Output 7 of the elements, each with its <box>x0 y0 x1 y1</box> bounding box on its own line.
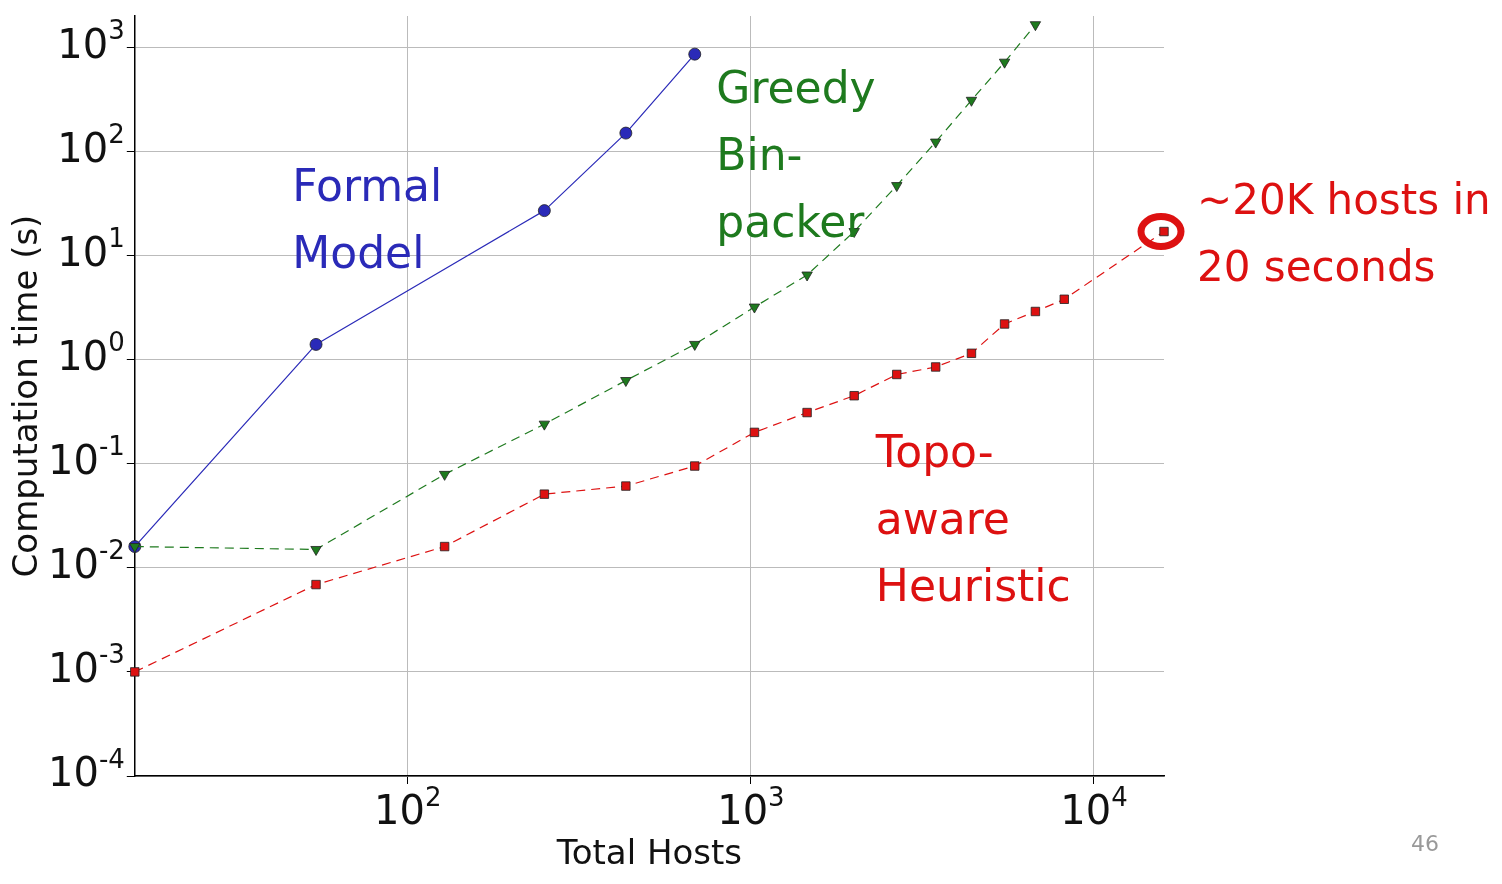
y-axis-title: Computation time (s) <box>5 214 46 578</box>
series-label: Formal Model <box>292 160 443 279</box>
series-label: Greedy Bin-packer <box>716 61 876 247</box>
annotation: ~20K hosts in 20 seconds <box>1197 175 1491 292</box>
x-axis-title: Total Hosts <box>555 832 743 873</box>
text: 46 <box>1411 831 1439 856</box>
series-label: Topo-aware Heuristic <box>874 426 1071 612</box>
